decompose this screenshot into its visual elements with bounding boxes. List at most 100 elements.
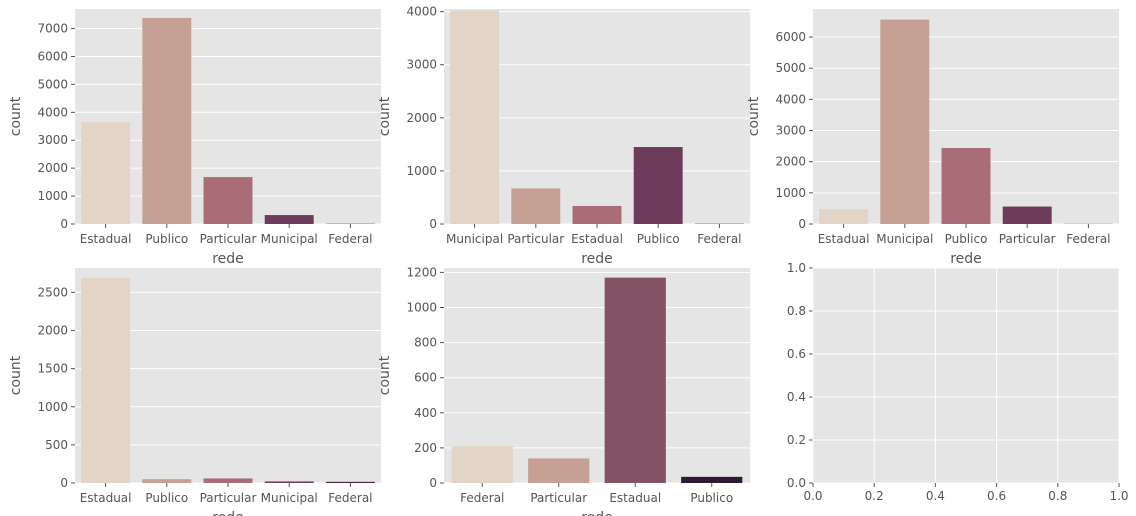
y-tick-label: 4000 bbox=[775, 92, 806, 106]
plot-background bbox=[813, 268, 1119, 483]
x-axis-label: rede bbox=[212, 510, 244, 516]
y-tick-label: 0 bbox=[429, 217, 437, 231]
y-tick-label: 1000 bbox=[406, 164, 437, 178]
y-tick-label: 1000 bbox=[37, 189, 68, 203]
y-tick-label: 6000 bbox=[37, 49, 68, 63]
bar-estadual bbox=[819, 209, 869, 224]
bar-particular bbox=[203, 478, 253, 483]
x-tick-label: Particular bbox=[200, 232, 257, 246]
y-tick-label: 5000 bbox=[37, 77, 68, 91]
x-tick-label: Estadual bbox=[609, 491, 661, 505]
y-tick-label: 0.6 bbox=[787, 347, 806, 361]
bar-particular bbox=[528, 458, 590, 483]
bar-estadual bbox=[604, 277, 666, 483]
y-tick-label: 200 bbox=[414, 441, 437, 455]
bar-particular bbox=[511, 188, 561, 224]
y-tick-label: 0.8 bbox=[787, 304, 806, 318]
y-tick-label: 400 bbox=[414, 406, 437, 420]
y-tick-label: 2500 bbox=[37, 285, 68, 299]
chart-panel-6: 0.0 0.2 0.4 0.6 0.8 1.0 0.0 0.2 0.4 0.6 0.8 1.0 bbox=[787, 261, 1129, 503]
x-tick-label: Federal bbox=[328, 232, 372, 246]
x-tick-label: Municipal bbox=[446, 232, 503, 246]
x-tick-label: Particular bbox=[507, 232, 564, 246]
bar-publico bbox=[681, 476, 743, 483]
bar-federal bbox=[451, 446, 513, 483]
y-tick-label: 800 bbox=[414, 336, 437, 350]
bar-federal bbox=[325, 481, 375, 483]
bar-municipal bbox=[264, 481, 314, 483]
x-axis-label: rede bbox=[212, 251, 244, 267]
y-tick-label: 0 bbox=[60, 217, 68, 231]
y-tick-label: 0 bbox=[60, 476, 68, 490]
y-tick-label: 1000 bbox=[775, 186, 806, 200]
x-axis-label: rede bbox=[950, 251, 982, 267]
y-tick-label: 600 bbox=[414, 371, 437, 385]
x-tick-label: Publico bbox=[145, 491, 188, 505]
bar-estadual bbox=[572, 205, 622, 224]
y-tick-label: 2000 bbox=[37, 161, 68, 175]
bar-estadual bbox=[81, 277, 131, 483]
y-axis-label: count bbox=[8, 355, 24, 395]
x-tick-label: Estadual bbox=[818, 232, 870, 246]
x-tick-label: Publico bbox=[690, 491, 733, 505]
x-tick-label: 0.8 bbox=[1048, 489, 1067, 503]
bar-publico bbox=[633, 147, 683, 224]
y-tick-label: 1500 bbox=[37, 362, 68, 376]
x-tick-label: 0.0 bbox=[803, 489, 822, 503]
x-tick-label: Federal bbox=[460, 491, 504, 505]
chart-panel-4: 0 500 1000 1500 2000 2500 Estadual Publico Parti… bbox=[8, 268, 381, 516]
y-axis-label: count bbox=[377, 96, 393, 136]
bar-particular bbox=[1002, 206, 1052, 224]
x-tick-label: Federal bbox=[328, 491, 372, 505]
x-tick-label: Estadual bbox=[80, 491, 132, 505]
x-tick-label: 0.4 bbox=[926, 489, 945, 503]
y-tick-label: 1000 bbox=[37, 400, 68, 414]
x-tick-label: Federal bbox=[1066, 232, 1110, 246]
x-tick-label: Particular bbox=[999, 232, 1056, 246]
y-tick-label: 0.4 bbox=[787, 390, 806, 404]
y-tick-label: 2000 bbox=[37, 324, 68, 338]
chart-panel-2: 0 1000 2000 3000 4000 Municipal Particular Esta… bbox=[377, 5, 750, 267]
y-tick-label: 2000 bbox=[775, 155, 806, 169]
chart-panel-5: 0 200 400 600 800 1000 1200 Federal Particular Es… bbox=[377, 265, 750, 516]
y-tick-label: 4000 bbox=[37, 105, 68, 119]
y-tick-label: 4000 bbox=[406, 5, 437, 19]
bar-publico bbox=[142, 17, 192, 225]
y-tick-label: 6000 bbox=[775, 30, 806, 44]
x-tick-label: Particular bbox=[530, 491, 587, 505]
y-tick-label: 3000 bbox=[406, 58, 437, 72]
x-tick-label: Publico bbox=[145, 232, 188, 246]
chart-panel-1: 0 1000 2000 3000 4000 5000 6000 7000 Estadual Pub… bbox=[8, 9, 381, 267]
x-tick-label: Federal bbox=[697, 232, 741, 246]
y-tick-label: 5000 bbox=[775, 61, 806, 75]
bar-estadual bbox=[81, 122, 131, 224]
bar-publico bbox=[941, 147, 991, 224]
chart-panel-3: 0 1000 2000 3000 4000 5000 6000 Estadual Municip… bbox=[746, 9, 1119, 267]
y-tick-label: 2000 bbox=[406, 111, 437, 125]
y-tick-label: 7000 bbox=[37, 22, 68, 36]
x-tick-label: Publico bbox=[637, 232, 680, 246]
bar-particular bbox=[203, 177, 253, 224]
y-axis-label: count bbox=[377, 355, 393, 395]
bar-municipal bbox=[880, 19, 930, 224]
y-tick-label: 1200 bbox=[406, 265, 437, 279]
x-tick-label: Publico bbox=[945, 232, 988, 246]
y-tick-label: 0 bbox=[429, 476, 437, 490]
y-tick-label: 1.0 bbox=[787, 261, 806, 275]
y-tick-label: 0 bbox=[798, 217, 806, 231]
x-tick-label: Municipal bbox=[876, 232, 933, 246]
x-tick-label: 0.2 bbox=[865, 489, 884, 503]
bar-municipal bbox=[450, 10, 500, 225]
x-axis-label: rede bbox=[581, 251, 613, 267]
y-tick-label: 3000 bbox=[775, 124, 806, 138]
x-tick-label: 0.6 bbox=[987, 489, 1006, 503]
y-axis-label: count bbox=[8, 96, 24, 136]
y-tick-label: 3000 bbox=[37, 133, 68, 147]
x-tick-label: Municipal bbox=[261, 491, 318, 505]
bar-municipal bbox=[264, 215, 314, 224]
x-tick-label: Particular bbox=[200, 491, 257, 505]
y-axis-label: count bbox=[746, 96, 762, 136]
y-tick-label: 0.2 bbox=[787, 433, 806, 447]
x-axis-label: rede bbox=[581, 510, 613, 516]
y-tick-label: 0.0 bbox=[787, 476, 806, 490]
